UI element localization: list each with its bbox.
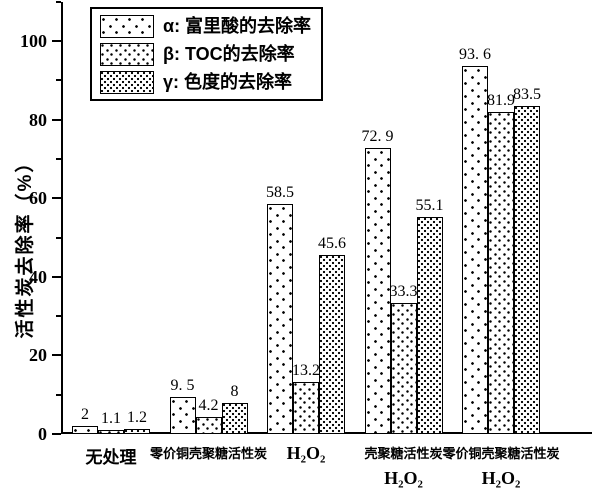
x-category-label: H₂O₂ (384, 468, 423, 488)
bar-value-label: 9. 5 (170, 376, 195, 394)
y-major-tick (52, 118, 61, 121)
x-category-label: 零价铜壳聚糖活性炭 (442, 446, 560, 461)
bar (267, 204, 293, 434)
y-tick-label: 20 (29, 345, 47, 366)
y-major-tick (52, 433, 61, 435)
bar (98, 429, 124, 434)
bar-value-label: 81.9 (487, 92, 515, 110)
y-minor-tick (56, 315, 61, 318)
bar (462, 66, 488, 434)
y-axis-title: 活性炭去除率（%） (15, 151, 36, 339)
bar (221, 402, 248, 434)
y-tick-label: 40 (29, 266, 47, 287)
bar-value-label: 13.2 (292, 362, 320, 380)
y-minor-tick (56, 157, 61, 160)
bar-value-label: 1.1 (101, 409, 121, 427)
bar-value-label: 8 (230, 382, 239, 400)
bar (390, 303, 417, 434)
y-minor-tick (56, 393, 61, 396)
bar-value-label: 1.2 (127, 409, 147, 427)
bar (195, 417, 222, 434)
bar-value-label: 55.1 (415, 197, 444, 215)
bar (319, 254, 345, 434)
y-major-tick (52, 40, 61, 42)
y-minor-tick (56, 236, 61, 239)
x-category-label: 无处理 (85, 448, 137, 467)
bar (124, 429, 150, 434)
y-tick-label: 100 (20, 31, 47, 51)
y-major-tick (52, 275, 61, 278)
bar-value-label: 93. 6 (459, 46, 491, 64)
bar-value-label: 58.5 (266, 184, 294, 202)
bar (488, 112, 514, 434)
bar (72, 426, 98, 434)
y-tick-label: 0 (38, 424, 47, 444)
legend-label: α: 富里酸的去除率 (163, 16, 312, 36)
y-tick-label: 80 (29, 109, 47, 130)
bar-value-label: 4.2 (198, 397, 219, 415)
bar-value-label: 45.6 (318, 234, 346, 252)
y-minor-tick (56, 79, 61, 82)
legend-label: β: TOC的去除率 (163, 44, 295, 64)
y-major-tick (52, 354, 61, 357)
x-category-label: H₂O₂ (286, 443, 326, 463)
y-axis-line (61, 2, 63, 434)
legend-swatch (100, 42, 154, 66)
bar (514, 105, 540, 434)
legend: α: 富里酸的去除率 β: TOC的去除率 γ: 色度的去除率 (90, 7, 324, 101)
bar (169, 396, 196, 434)
legend-swatch (100, 70, 154, 94)
bar (293, 382, 319, 434)
bar (416, 217, 443, 434)
x-category-label: 壳聚糖活性炭 (364, 446, 443, 461)
bar-value-label: 33.3 (389, 283, 418, 301)
x-category-label: 零价铜壳聚糖活性炭 (149, 446, 267, 461)
legend-swatch (100, 14, 154, 38)
legend-label: γ: 色度的去除率 (163, 72, 293, 92)
legend-item-chroma: γ: 色度的去除率 (100, 70, 311, 94)
bar-value-label: 72. 9 (361, 127, 394, 145)
bar-value-label: 83.5 (513, 85, 541, 103)
bar (364, 147, 391, 434)
bar-value-label: 2 (81, 406, 89, 424)
y-tick-label: 60 (29, 188, 47, 209)
x-category-label: H₂O₂ (481, 468, 521, 488)
legend-item-toc: β: TOC的去除率 (100, 42, 311, 66)
legend-item-fulvic-acid: α: 富里酸的去除率 (100, 14, 311, 38)
y-major-tick (52, 197, 61, 200)
y-minor-tick (56, 0, 61, 3)
